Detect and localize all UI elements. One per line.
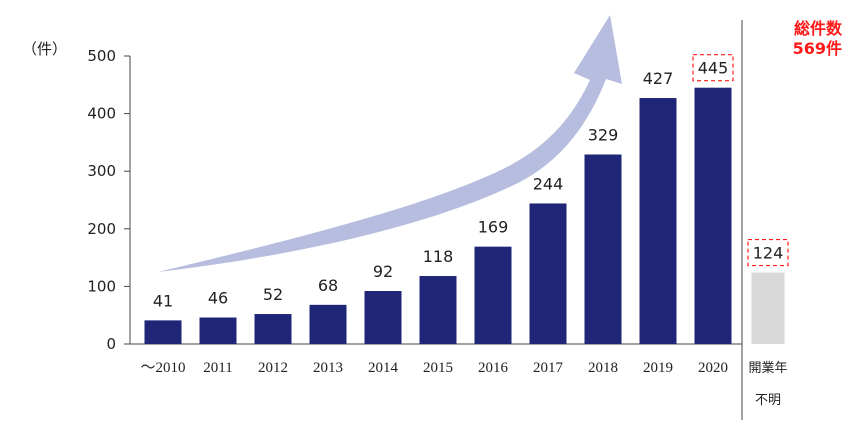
bar-value-label-2: 52 xyxy=(263,285,283,304)
y-tick-label-3: 300 xyxy=(87,162,116,180)
bar-unknown xyxy=(751,272,785,344)
bar-value-label-unknown-highlight-box xyxy=(747,238,789,267)
bar-4 xyxy=(364,291,402,344)
x-tick-label-5: 2015 xyxy=(423,360,453,376)
x-tick-label-2: 2012 xyxy=(258,360,288,376)
bar-value-label-10-highlight-box xyxy=(692,54,734,82)
bar-value-label-1: 46 xyxy=(208,289,228,308)
bar-value-label-4: 92 xyxy=(373,262,393,281)
bar-value-label-6: 169 xyxy=(478,218,509,237)
x-tick-label-1: 2011 xyxy=(203,360,232,376)
bar-10 xyxy=(694,87,732,345)
growth-arrow-icon xyxy=(158,15,622,272)
x-tick-label-8: 2018 xyxy=(588,360,618,376)
total-label-line1: 総件数 xyxy=(794,19,843,38)
x-tick-label-7: 2017 xyxy=(533,360,564,376)
bar-value-label-unknown: 124 xyxy=(753,244,784,263)
y-tick-label-4: 400 xyxy=(87,105,116,123)
x-tick-label-6: 2016 xyxy=(478,360,509,376)
unknown-category-label-line1: 開業年 xyxy=(748,360,787,376)
bar-value-label-5: 118 xyxy=(423,247,454,266)
y-tick-label-2: 200 xyxy=(87,220,116,238)
x-tick-label-4: 2014 xyxy=(368,360,399,376)
plot-area: 0 100 200 300 400 500 41 ～2010 46 2011 52 2012 68 201… xyxy=(87,47,789,376)
bar-value-label-0: 41 xyxy=(153,291,173,310)
bar-value-label-7: 244 xyxy=(533,174,564,193)
unknown-category-label-line2: 不明 xyxy=(755,393,781,408)
y-tick-label-1: 100 xyxy=(87,277,116,295)
bar-value-label-8: 329 xyxy=(588,125,619,144)
y-tick-label-0: 0 xyxy=(106,335,116,353)
bar-value-label-9: 427 xyxy=(643,69,674,88)
x-tick-label-0: ～2010 xyxy=(140,360,185,376)
bar-value-label-10: 445 xyxy=(698,59,729,78)
bar-9 xyxy=(639,98,677,344)
y-tick-label-5: 500 xyxy=(87,47,116,65)
bar-6 xyxy=(474,246,512,344)
bar-5 xyxy=(419,276,457,344)
x-tick-label-9: 2019 xyxy=(643,360,673,376)
total-label-line2: 569件 xyxy=(793,39,842,58)
x-tick-label-10: 2020 xyxy=(698,360,728,376)
bar-value-label-3: 68 xyxy=(318,276,338,295)
bar-7 xyxy=(529,203,567,344)
bar-1 xyxy=(199,317,237,344)
y-unit-label: （件） xyxy=(22,40,67,58)
x-tick-label-3: 2013 xyxy=(313,360,343,376)
bar-0 xyxy=(144,320,182,344)
bar-3 xyxy=(309,304,347,344)
bar-8 xyxy=(584,154,622,344)
bar-2 xyxy=(254,314,292,344)
